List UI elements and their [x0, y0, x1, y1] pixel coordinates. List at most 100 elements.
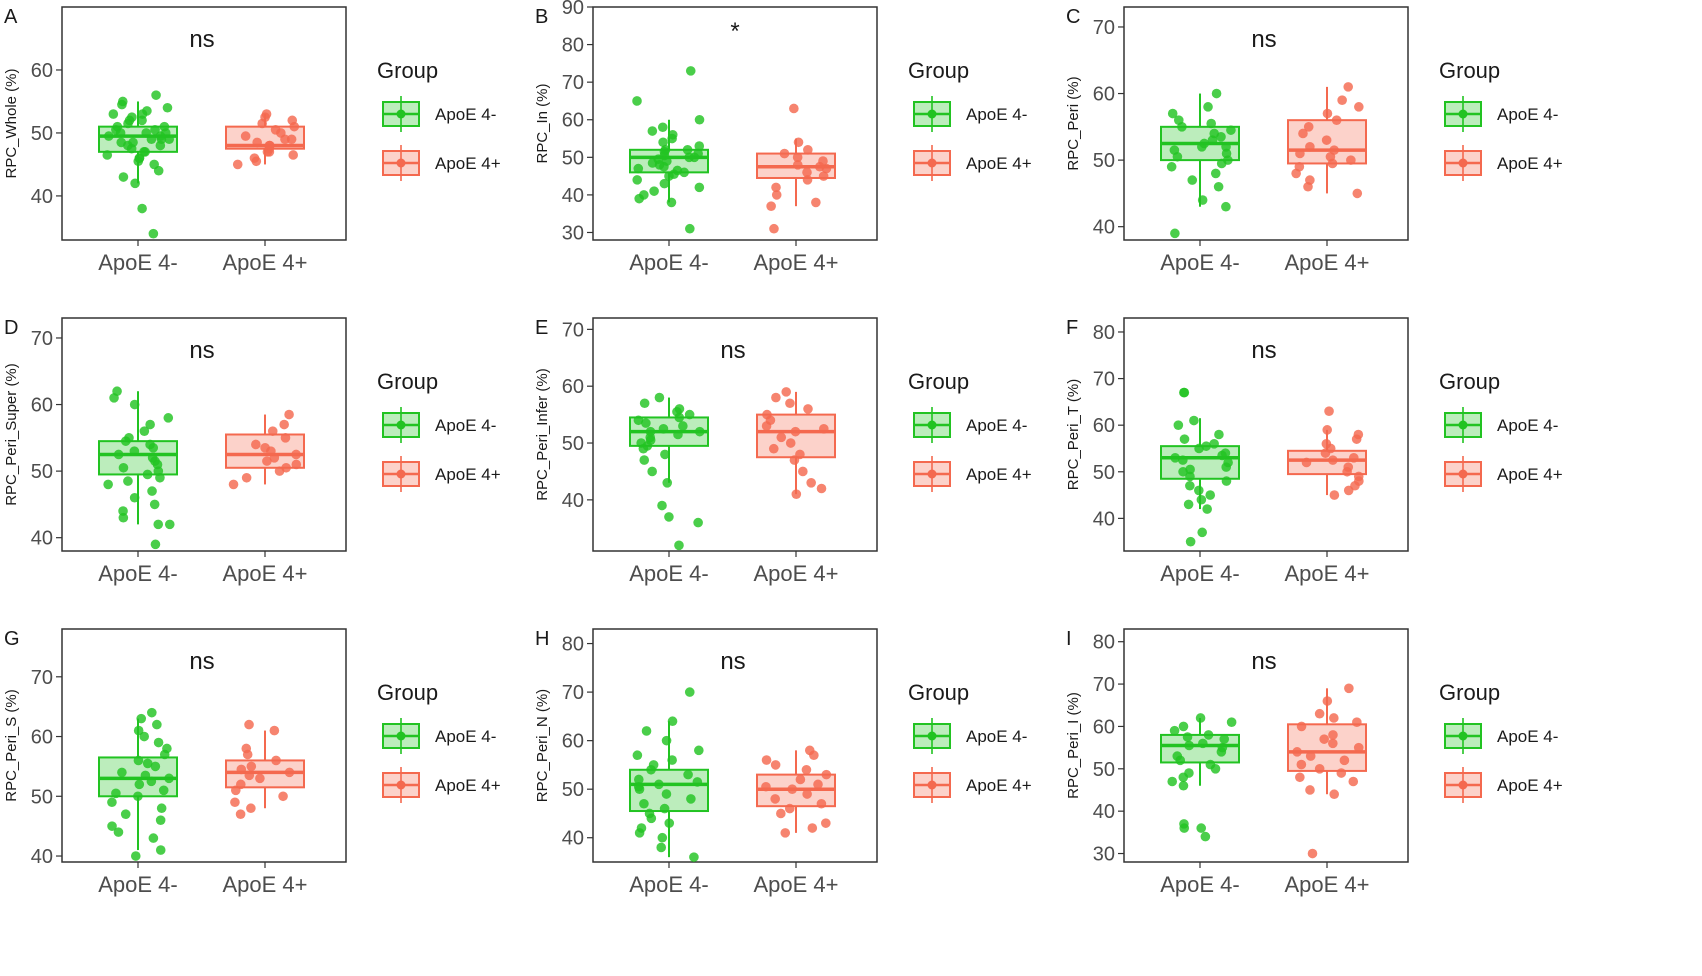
x-tick-label: ApoE 4+: [222, 250, 307, 275]
y-tick-label: 50: [1093, 462, 1115, 484]
panel-letter: B: [535, 6, 548, 28]
data-point: [639, 190, 649, 200]
data-point: [1321, 135, 1332, 145]
data-point: [1200, 831, 1211, 842]
data-point: [124, 433, 134, 443]
data-point: [140, 770, 151, 781]
data-point: [149, 159, 159, 170]
data-point: [811, 197, 821, 208]
data-point: [660, 145, 671, 155]
data-point: [1197, 195, 1208, 205]
data-point: [658, 424, 669, 434]
data-point: [798, 466, 808, 477]
data-point: [821, 818, 831, 828]
data-point: [632, 96, 642, 106]
data-point: [795, 774, 806, 785]
box-apoe4-neg: [1160, 713, 1240, 842]
data-point: [1196, 823, 1207, 833]
legend-label: ApoE 4+: [966, 776, 1032, 795]
data-point: [789, 103, 799, 114]
data-point: [1329, 789, 1339, 800]
data-point: [129, 399, 140, 410]
y-tick-label: 80: [1093, 632, 1115, 654]
data-point: [1329, 490, 1340, 500]
panel-letter: F: [1066, 317, 1078, 339]
data-point: [780, 828, 791, 838]
box-apoe4-pos: [1287, 82, 1367, 199]
data-point: [1169, 145, 1180, 155]
legend-point: [1458, 469, 1468, 479]
data-point: [232, 159, 243, 170]
y-axis-title: RPC_Peri_T (%): [1065, 379, 1082, 490]
data-point: [694, 745, 704, 756]
legend-key-apoe4-pos: [382, 145, 420, 181]
legend-key-apoe4-neg: [1444, 96, 1482, 132]
y-tick-label: 40: [31, 186, 53, 208]
data-point: [133, 725, 144, 736]
x-tick-label: ApoE 4-: [1160, 561, 1240, 586]
significance-label: ns: [189, 26, 214, 53]
data-point: [146, 134, 157, 145]
data-point: [762, 409, 772, 420]
data-point: [659, 178, 670, 189]
legend-label: ApoE 4-: [1497, 727, 1558, 746]
data-point: [1167, 776, 1178, 787]
data-point: [1203, 730, 1214, 740]
data-point: [146, 776, 157, 787]
x-tick-label: ApoE 4-: [98, 250, 178, 275]
y-tick-label: 40: [31, 846, 53, 868]
y-axis-title: RPC_Peri_Super (%): [3, 363, 20, 506]
data-point: [1328, 738, 1338, 749]
legend-title: Group: [908, 680, 969, 705]
data-point: [1339, 755, 1350, 766]
data-point: [657, 500, 667, 511]
data-point: [1319, 734, 1329, 744]
y-tick-label: 60: [562, 376, 584, 398]
data-point: [818, 156, 828, 166]
y-axis-title: RPC_Peri (%): [1065, 76, 1082, 170]
legend-title: Group: [1439, 680, 1500, 705]
box-apoe4-pos: [225, 409, 305, 490]
data-point: [249, 153, 260, 163]
data-point: [118, 462, 129, 473]
data-point: [1322, 696, 1333, 706]
legend-title: Group: [377, 680, 438, 705]
data-point: [240, 131, 251, 141]
data-point: [649, 186, 659, 196]
x-tick-label: ApoE 4+: [222, 872, 307, 897]
x-tick-label: ApoE 4-: [1160, 250, 1240, 275]
y-tick-label: 50: [562, 433, 584, 455]
data-point: [664, 512, 674, 522]
y-tick-label: 60: [1093, 84, 1115, 106]
data-point: [103, 479, 113, 490]
data-point: [816, 483, 827, 494]
significance-label: ns: [1251, 648, 1276, 675]
box-apoe4-neg: [98, 90, 178, 239]
data-point: [1178, 721, 1189, 732]
y-tick-label: 70: [1093, 674, 1115, 696]
x-tick-label: ApoE 4+: [753, 872, 838, 897]
x-tick-label: ApoE 4+: [222, 561, 307, 586]
data-point: [1182, 732, 1193, 742]
data-point: [672, 165, 683, 176]
data-point: [1328, 730, 1338, 740]
data-point: [784, 803, 795, 814]
y-tick-label: 70: [31, 328, 53, 350]
data-point: [116, 137, 127, 148]
x-tick-label: ApoE 4-: [629, 872, 709, 897]
y-tick-label: 50: [1093, 150, 1115, 172]
data-point: [145, 419, 155, 430]
data-point: [1298, 128, 1308, 139]
data-point: [692, 777, 703, 787]
data-point: [664, 818, 675, 828]
significance-label: ns: [1251, 26, 1276, 53]
data-point: [791, 489, 802, 499]
data-point: [156, 803, 167, 814]
legend-point: [1458, 731, 1468, 741]
data-point: [1303, 122, 1314, 132]
data-point: [781, 387, 792, 397]
data-point: [133, 791, 143, 802]
data-point: [152, 719, 162, 730]
data-point: [1185, 536, 1196, 547]
data-point: [641, 726, 652, 736]
